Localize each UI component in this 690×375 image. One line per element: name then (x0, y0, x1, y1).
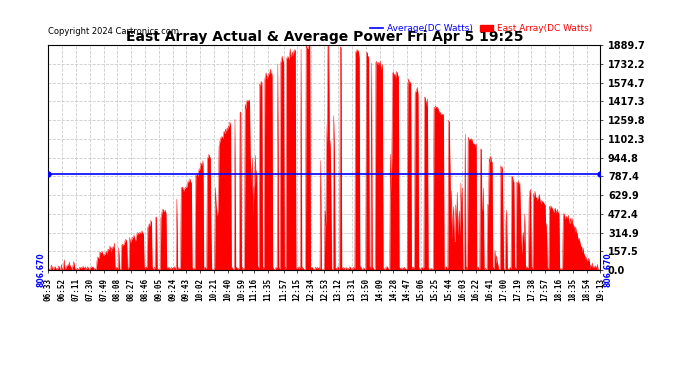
Title: East Array Actual & Average Power Fri Apr 5 19:25: East Array Actual & Average Power Fri Ap… (126, 30, 523, 44)
Text: 806.670: 806.670 (37, 253, 46, 287)
Legend: Average(DC Watts), East Array(DC Watts): Average(DC Watts), East Array(DC Watts) (366, 20, 595, 36)
Text: Copyright 2024 Cartronics.com: Copyright 2024 Cartronics.com (48, 27, 179, 36)
Text: 806.670: 806.670 (603, 253, 612, 287)
